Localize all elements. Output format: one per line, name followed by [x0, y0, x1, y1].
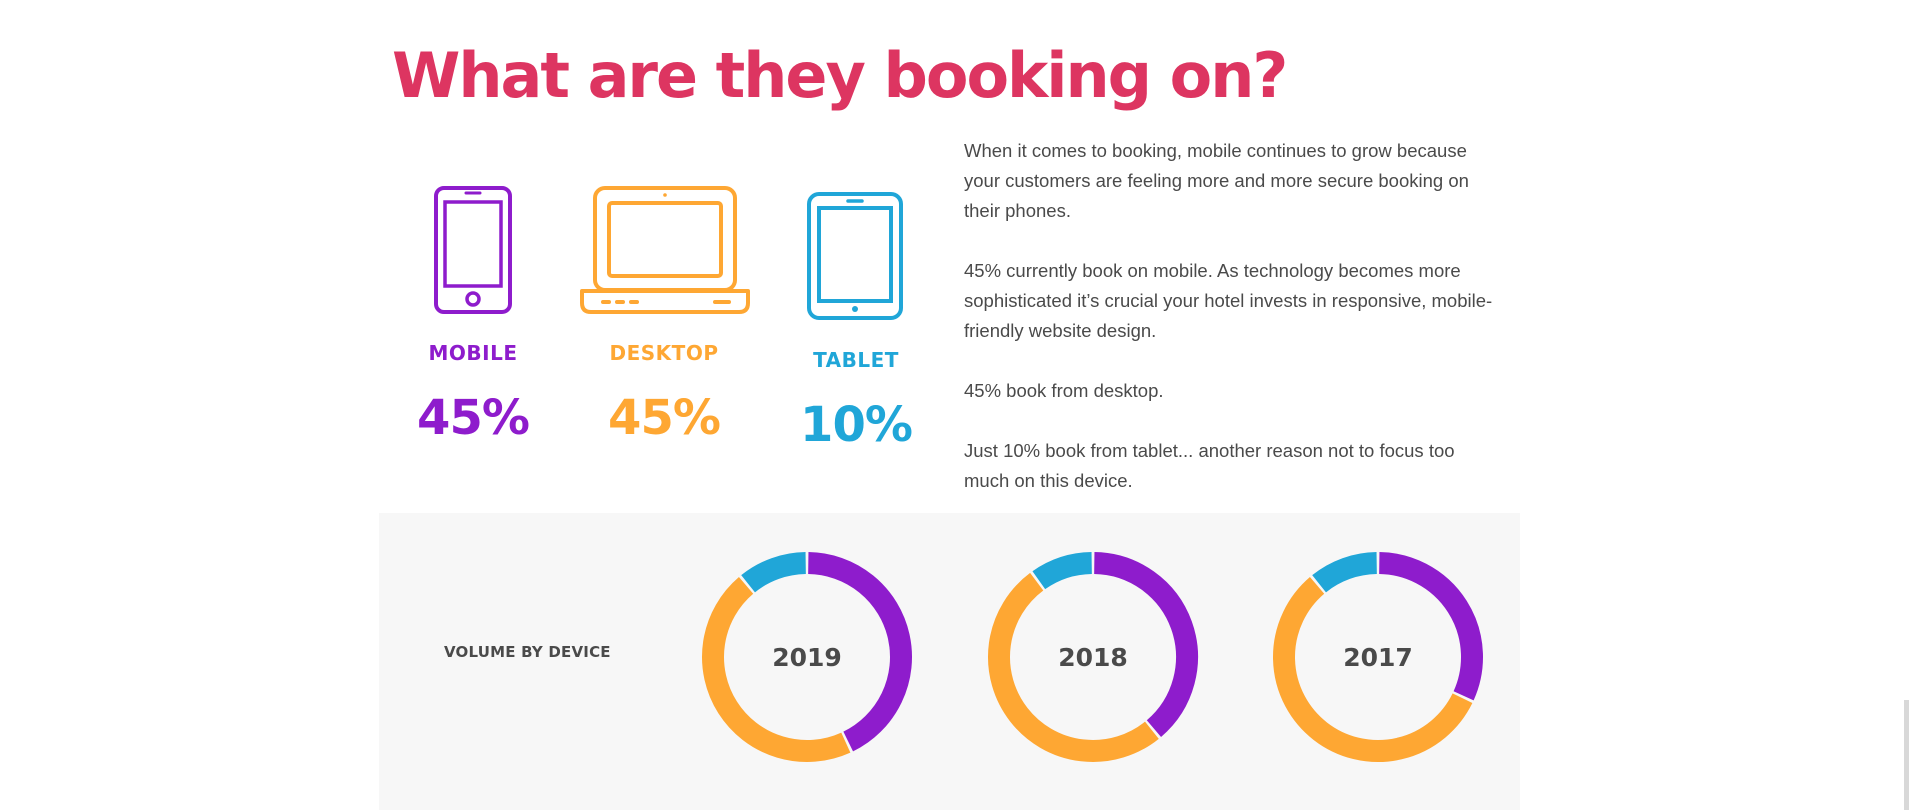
- mobile-phone-icon: [434, 186, 512, 314]
- donut-segment-tablet: [741, 552, 807, 593]
- device-percent-mobile: 45%: [417, 390, 530, 446]
- donut-segment-tablet: [1312, 552, 1378, 593]
- donut-center-year: 2017: [1343, 643, 1413, 672]
- donut-chart-2018: 2018: [988, 552, 1198, 762]
- donut-segment-mobile: [807, 552, 912, 752]
- donut-segment-desktop: [1273, 577, 1473, 762]
- donut-chart-2017: 2017: [1273, 552, 1483, 762]
- donut-segment-mobile: [1378, 552, 1483, 701]
- donut-segment-desktop: [702, 577, 851, 762]
- scrollbar-thumb[interactable]: [1904, 700, 1909, 810]
- body-paragraph-mobile-growth: When it comes to booking, mobile continu…: [964, 140, 1469, 221]
- donut-center-year: 2019: [772, 643, 842, 672]
- device-label-desktop: DESKTOP: [609, 341, 719, 365]
- body-copy: When it comes to booking, mobile continu…: [964, 136, 1504, 526]
- volume-by-device-panel: VOLUME BY DEVICE 2019 2018 2017: [379, 513, 1520, 810]
- device-percent-tablet: 10%: [800, 397, 913, 453]
- panel-label: VOLUME BY DEVICE: [444, 643, 611, 661]
- tablet-icon: [807, 192, 903, 320]
- body-paragraph-mobile-share: 45% currently book on mobile. As technol…: [964, 260, 1493, 341]
- body-paragraph-desktop-share: 45% book from desktop.: [964, 380, 1164, 401]
- body-paragraph-tablet-share: Just 10% book from tablet... another rea…: [964, 440, 1455, 491]
- device-label-mobile: MOBILE: [428, 341, 518, 365]
- donut-center-year: 2018: [1058, 643, 1128, 672]
- donut-segment-mobile: [1093, 552, 1198, 737]
- donut-segment-desktop: [988, 572, 1159, 762]
- laptop-icon: [580, 186, 750, 314]
- page-title: What are they booking on?: [392, 39, 1288, 112]
- device-label-tablet: TABLET: [813, 348, 899, 372]
- device-percent-desktop: 45%: [608, 390, 721, 446]
- donut-chart-2019: 2019: [702, 552, 912, 762]
- donut-segment-tablet: [1032, 552, 1093, 590]
